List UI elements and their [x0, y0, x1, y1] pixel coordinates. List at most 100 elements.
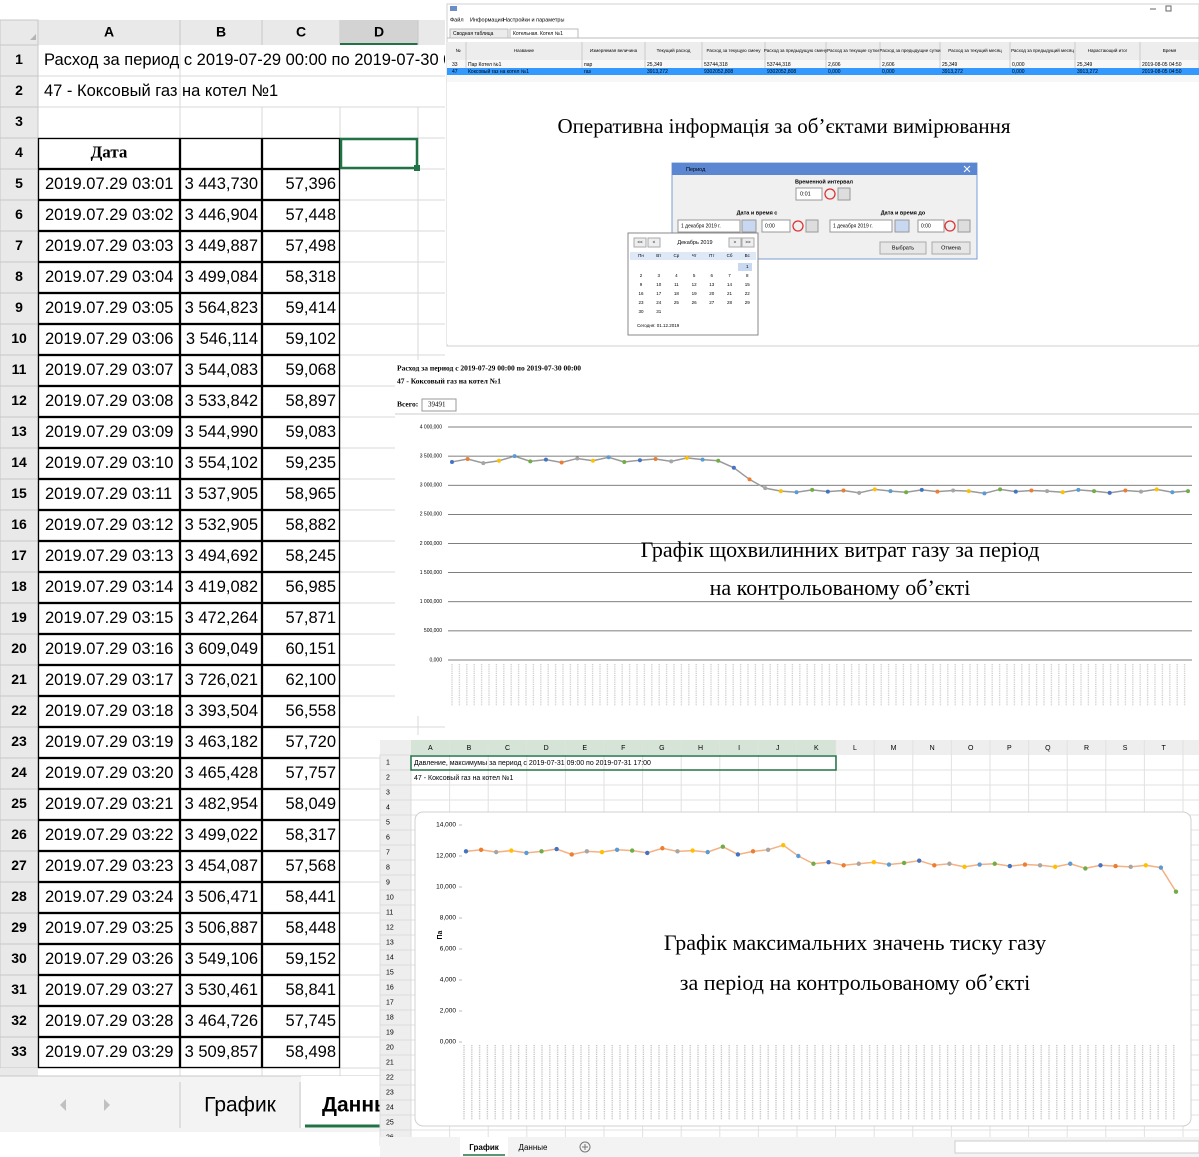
table-cell: 2019-08-05 04:50 [1142, 62, 1182, 68]
column-header: H [698, 745, 703, 752]
calendar-day[interactable]: 16 [638, 291, 644, 296]
calendar-day[interactable]: 13 [709, 282, 715, 287]
data-point [920, 488, 924, 492]
data-point [1123, 488, 1127, 492]
row-number: 30 [11, 950, 27, 966]
data-point [630, 848, 634, 852]
row-number: 25 [11, 795, 27, 811]
rate-cell: 58,318 [286, 268, 336, 286]
calendar-day[interactable]: 19 [692, 291, 698, 296]
row-number: 17 [11, 547, 27, 563]
calendar-day[interactable]: 23 [638, 300, 644, 305]
data-point [544, 458, 548, 462]
data-point [857, 491, 861, 495]
rate-cell: 56,558 [286, 702, 336, 720]
sheet-title: Давление, максимумы за период с 2019-07-… [414, 760, 651, 767]
date-cell: 2019.07.29 03:01 [45, 175, 173, 193]
column-header: A [428, 745, 433, 752]
calendar-day[interactable]: 24 [656, 300, 662, 305]
calendar-day[interactable]: 25 [674, 300, 680, 305]
calendar-day[interactable]: 21 [727, 291, 733, 296]
row-number: 20 [11, 640, 27, 656]
table-cell: 33 [452, 62, 458, 68]
data-point [539, 849, 543, 853]
data-point [591, 459, 595, 463]
data-point [669, 459, 673, 463]
data-point [585, 849, 589, 853]
spinner[interactable] [806, 220, 818, 232]
rate-cell: 58,049 [286, 795, 336, 813]
calendar-day[interactable]: 20 [709, 291, 715, 296]
sheet-tab-active[interactable]: График [469, 1143, 499, 1152]
sheet-tab[interactable]: Данные [519, 1143, 548, 1152]
menu-item[interactable]: Информация [470, 17, 504, 23]
y-tick-label: 1 000,000 [420, 599, 442, 605]
data-point [993, 862, 997, 866]
menu-item[interactable]: Настройки и параметры [503, 16, 564, 23]
data-point [967, 489, 971, 493]
calendar-button[interactable] [895, 220, 909, 232]
data-point [826, 860, 830, 864]
data-point [1159, 865, 1163, 869]
data-point [795, 490, 799, 494]
table-cell: 25,349 [1077, 62, 1093, 68]
row-number: 10 [11, 330, 27, 346]
rate-cell: 57,745 [286, 1012, 336, 1030]
calendar-day[interactable]: 26 [692, 300, 698, 305]
data-point [1014, 490, 1018, 494]
calendar-day[interactable]: 31 [656, 309, 662, 314]
calendar-day[interactable]: 28 [727, 300, 733, 305]
row-header [380, 950, 411, 965]
data-point [1170, 490, 1174, 494]
calendar-day[interactable]: 27 [709, 300, 715, 305]
date-header: Дата [91, 142, 128, 161]
calendar-day[interactable]: 18 [674, 291, 680, 296]
sheet-tab[interactable]: График [204, 1094, 277, 1117]
row-number: 23 [11, 733, 27, 749]
calendar-day[interactable]: 17 [656, 291, 662, 296]
column-header: Q [1045, 745, 1051, 752]
calendar-day[interactable]: 15 [745, 282, 751, 287]
row-number: 21 [11, 671, 27, 687]
rate-cell: 58,245 [286, 547, 336, 565]
volume-cell: 3 463,182 [185, 733, 258, 751]
calendar-day[interactable]: 11 [674, 282, 679, 287]
volume-cell: 3 506,471 [185, 888, 258, 906]
rate-cell: 58,317 [286, 826, 336, 844]
calendar-day[interactable]: 29 [745, 300, 751, 305]
weekday: Чт [692, 253, 697, 258]
rate-cell: 59,152 [286, 950, 336, 968]
weekday: Пт [709, 253, 714, 258]
row-number: 8 [15, 268, 23, 284]
data-point [685, 456, 689, 460]
h-scrollbar[interactable] [955, 1141, 1199, 1153]
fill-handle[interactable] [414, 165, 420, 171]
table-header: Измеряемая величина [590, 48, 638, 53]
calendar-button[interactable] [742, 220, 756, 232]
row-number: 2 [386, 774, 390, 781]
volume-cell: 3 499,084 [185, 268, 258, 286]
spinner[interactable] [958, 220, 970, 232]
row-number: 18 [11, 578, 27, 594]
calendar-day[interactable]: 22 [745, 291, 751, 296]
row-number: 22 [11, 702, 27, 718]
date-input-value: 1 декабря 2019 г. [833, 223, 873, 229]
row-number: 14 [11, 454, 27, 470]
sheet-subtitle: 47 - Коксовый газ на котел №1 [44, 82, 278, 100]
calendar-day[interactable]: 14 [727, 282, 733, 287]
calendar-day[interactable]: 30 [638, 309, 644, 314]
row-number: 6 [15, 206, 23, 222]
menu-item[interactable]: Файл [450, 16, 464, 23]
interval-value: 0:01 [800, 191, 811, 197]
date-cell: 2019.07.29 03:25 [45, 919, 173, 937]
app-icon [450, 6, 457, 11]
volume-cell: 3 465,428 [185, 764, 258, 782]
calendar-day[interactable]: 10 [656, 282, 662, 287]
calendar-day[interactable]: 12 [692, 282, 698, 287]
row-number: 25 [386, 1119, 394, 1126]
spinner[interactable] [838, 188, 850, 200]
pressure-chart-panel: ABCDEFGHIJKLMNOPQRST12345678910111213141… [380, 735, 1199, 1157]
data-point [1008, 864, 1012, 868]
row-number: 11 [12, 361, 27, 377]
volume-cell: 3 544,083 [185, 361, 258, 379]
